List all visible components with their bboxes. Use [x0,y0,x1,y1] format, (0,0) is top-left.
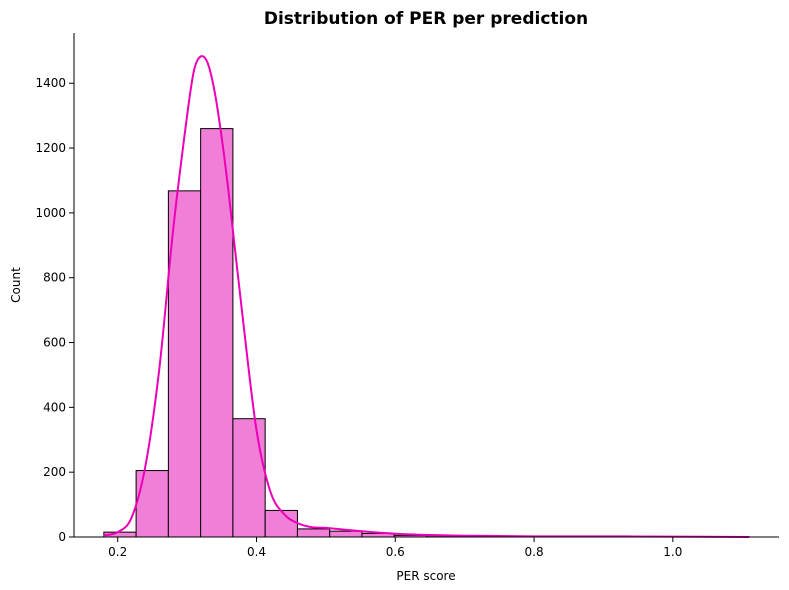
y-axis-ticks: 0 200 400 600 800 1000 1200 1400 [35,76,74,544]
histogram-bars [103,128,750,538]
y-tick-label: 600 [43,336,66,350]
y-axis-label: Count [9,267,23,303]
chart-title: Distribution of PER per prediction [264,9,588,29]
x-tick-label: 0.6 [386,545,405,559]
axes [73,33,779,538]
x-tick-label: 0.4 [247,545,266,559]
x-tick-label: 0.8 [525,545,544,559]
y-tick-label: 400 [43,400,66,414]
y-tick-label: 1400 [35,76,66,90]
x-tick-label: 0.2 [108,545,127,559]
x-tick-label: 1.0 [663,545,682,559]
y-tick-label: 800 [43,271,66,285]
histogram-bar [296,528,331,538]
x-axis-label: PER score [396,569,455,583]
kde-line [103,55,750,538]
histogram-bar [200,128,234,538]
x-axis-ticks: 0.2 0.4 0.6 0.8 1.0 [108,537,682,559]
histogram-bar [135,470,169,538]
histogram-bar [264,509,298,538]
y-tick-label: 0 [58,530,66,544]
kde-curve-group [103,55,750,538]
histogram-bar [167,190,202,538]
y-tick-label: 1200 [35,141,66,155]
histogram-bar [232,418,266,538]
y-tick-label: 200 [43,465,66,479]
histogram-bar [329,530,363,538]
y-tick-label: 1000 [35,206,66,220]
